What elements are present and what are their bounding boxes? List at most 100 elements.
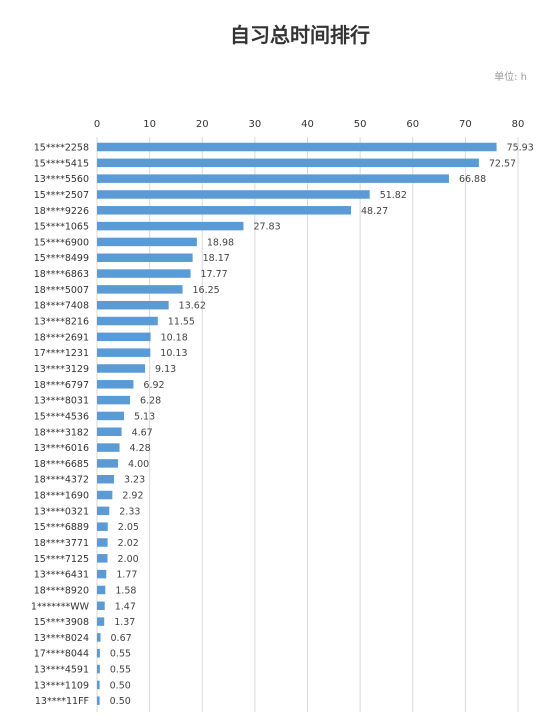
data-label: 6.28 [140, 396, 161, 407]
category-label: 18****9226 [34, 206, 89, 217]
bar [97, 174, 449, 183]
bar [97, 569, 107, 579]
data-label: 0.55 [110, 665, 131, 676]
data-label: 11.55 [168, 317, 195, 328]
category-label: 18****6685 [34, 459, 89, 470]
bar [97, 285, 183, 294]
x-tick-label: 80 [512, 119, 525, 130]
chart-title: 自习总时间排行 [230, 23, 370, 47]
bar [97, 300, 169, 310]
bar [97, 142, 497, 152]
data-label: 1.58 [115, 585, 136, 596]
category-label: 13****1109 [34, 680, 89, 691]
data-label: 13.62 [179, 301, 206, 312]
bar [97, 522, 108, 531]
bar [97, 348, 151, 357]
x-tick-label: 70 [459, 119, 472, 130]
category-label: 13****0321 [34, 506, 89, 517]
data-label: 4.00 [128, 459, 149, 470]
bar [97, 538, 108, 547]
data-label: 3.23 [124, 475, 145, 486]
category-label: 13****6431 [34, 570, 89, 581]
data-label: 5.13 [134, 411, 155, 422]
data-label: 18.98 [207, 237, 234, 248]
bar [97, 459, 119, 468]
category-label: 18****3771 [34, 538, 89, 549]
data-label: 72.57 [489, 158, 516, 169]
bar [97, 648, 100, 658]
category-label: 13****11FF [35, 696, 89, 707]
data-label: 10.18 [161, 332, 188, 343]
data-label: 1.77 [116, 570, 137, 581]
category-label: 15****7125 [34, 554, 89, 565]
bar [97, 364, 146, 373]
data-label: 0.67 [111, 633, 132, 644]
category-label: 15****3908 [34, 617, 89, 628]
x-tick-label: 0 [94, 119, 100, 130]
category-label: 15****6889 [34, 522, 89, 533]
data-label: 2.05 [118, 522, 139, 533]
category-label: 13****3129 [34, 364, 89, 375]
data-label: 2.92 [122, 491, 143, 502]
bar [97, 158, 479, 168]
data-label: 48.27 [361, 206, 388, 217]
data-label: 6.92 [143, 380, 164, 391]
category-label: 15****6900 [34, 237, 89, 248]
category-label: 18****2691 [34, 332, 89, 343]
data-label: 4.67 [132, 427, 153, 438]
bar [97, 380, 134, 389]
data-label: 18.17 [203, 253, 230, 264]
category-label: 17****1231 [34, 348, 89, 359]
data-label: 27.83 [253, 222, 280, 233]
data-label: 0.55 [110, 649, 131, 660]
x-tick-label: 60 [406, 119, 419, 130]
data-label: 1.47 [115, 601, 136, 612]
x-tick-label: 10 [143, 119, 156, 130]
gridlines [96, 137, 519, 712]
bar [97, 664, 100, 674]
category-label: 18****5007 [34, 285, 89, 296]
category-label: 13****5560 [34, 174, 89, 185]
data-label: 2.00 [118, 554, 139, 565]
bar [97, 395, 131, 405]
bar [97, 617, 105, 626]
data-label: 2.33 [119, 506, 140, 517]
data-label: 17.77 [201, 269, 228, 280]
category-label: 15****2258 [34, 143, 89, 154]
data-label: 75.93 [507, 143, 534, 154]
bar [97, 554, 108, 563]
category-label: 18****3182 [34, 427, 89, 438]
bars [97, 142, 497, 705]
category-label: 18****8920 [34, 585, 89, 596]
category-label: 13****8216 [34, 317, 89, 328]
category-label: 13****4591 [34, 665, 89, 676]
x-tick-label: 40 [301, 119, 314, 130]
bar [97, 237, 197, 247]
bar [97, 506, 110, 516]
category-label: 15****4536 [34, 411, 89, 422]
category-label: 15****1065 [34, 222, 89, 233]
bar [97, 585, 106, 595]
data-label: 9.13 [155, 364, 176, 375]
bar [97, 206, 352, 215]
data-label: 0.50 [110, 680, 131, 691]
category-label: 13****6016 [34, 443, 89, 454]
x-axis-ticks: 0 10 20 30 40 50 60 70 80 [94, 119, 525, 130]
bar [97, 427, 122, 437]
bar [97, 190, 370, 199]
bar [97, 633, 101, 642]
x-tick-label: 20 [196, 119, 209, 130]
bar [97, 316, 158, 326]
category-label: 17****8044 [34, 649, 89, 660]
category-label: 15****5415 [34, 158, 89, 169]
data-label: 0.50 [110, 696, 131, 707]
data-label: 66.88 [459, 174, 486, 185]
data-label: 2.02 [118, 538, 139, 549]
data-label: 10.13 [160, 348, 187, 359]
category-label: 18****1690 [34, 491, 89, 502]
bar [97, 443, 120, 452]
bar [97, 253, 193, 262]
bar [97, 601, 105, 611]
